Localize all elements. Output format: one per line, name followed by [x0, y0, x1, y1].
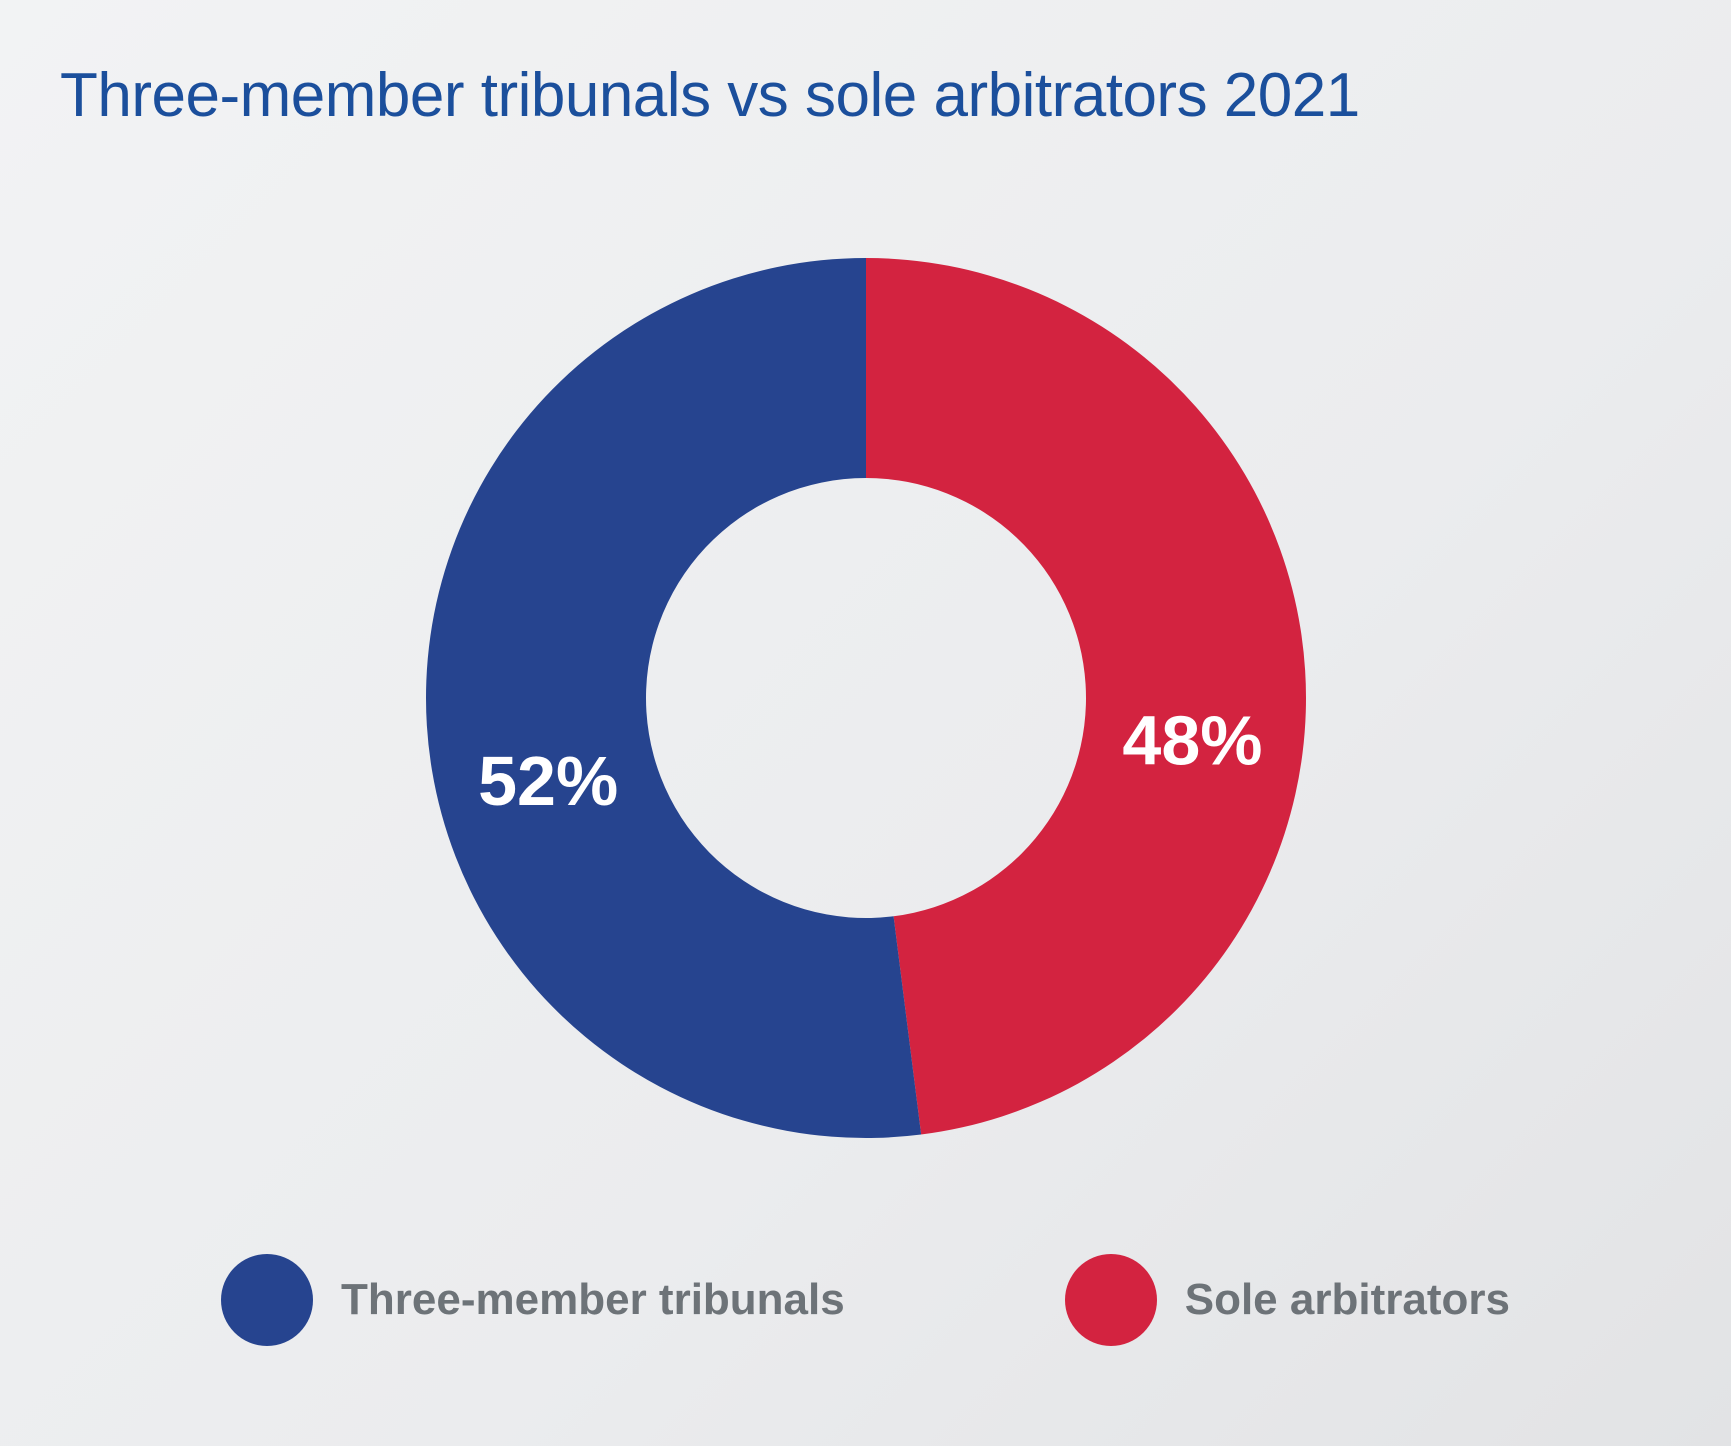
donut-label-sole-arbitrators: 48% [1122, 701, 1262, 779]
legend: Three-member tribunals Sole arbitrators [60, 1254, 1671, 1386]
legend-swatch-three-member-tribunals [221, 1254, 313, 1346]
donut-chart-svg: 48% 52% [396, 228, 1336, 1168]
donut-slices-group [426, 258, 1306, 1138]
legend-item-sole-arbitrators: Sole arbitrators [1065, 1254, 1510, 1346]
legend-label-three-member-tribunals: Three-member tribunals [341, 1275, 845, 1325]
legend-swatch-sole-arbitrators [1065, 1254, 1157, 1346]
donut-chart-area: 48% 52% [60, 141, 1671, 1254]
legend-item-three-member-tribunals: Three-member tribunals [221, 1254, 845, 1346]
legend-label-sole-arbitrators: Sole arbitrators [1185, 1275, 1510, 1325]
donut-label-three-member-tribunals: 52% [478, 742, 618, 820]
chart-title: Three-member tribunals vs sole arbitrato… [60, 60, 1671, 131]
donut-slice-three-member-tribunals [426, 258, 921, 1138]
chart-container: Three-member tribunals vs sole arbitrato… [0, 0, 1731, 1446]
donut-slice-sole-arbitrators [866, 258, 1306, 1135]
